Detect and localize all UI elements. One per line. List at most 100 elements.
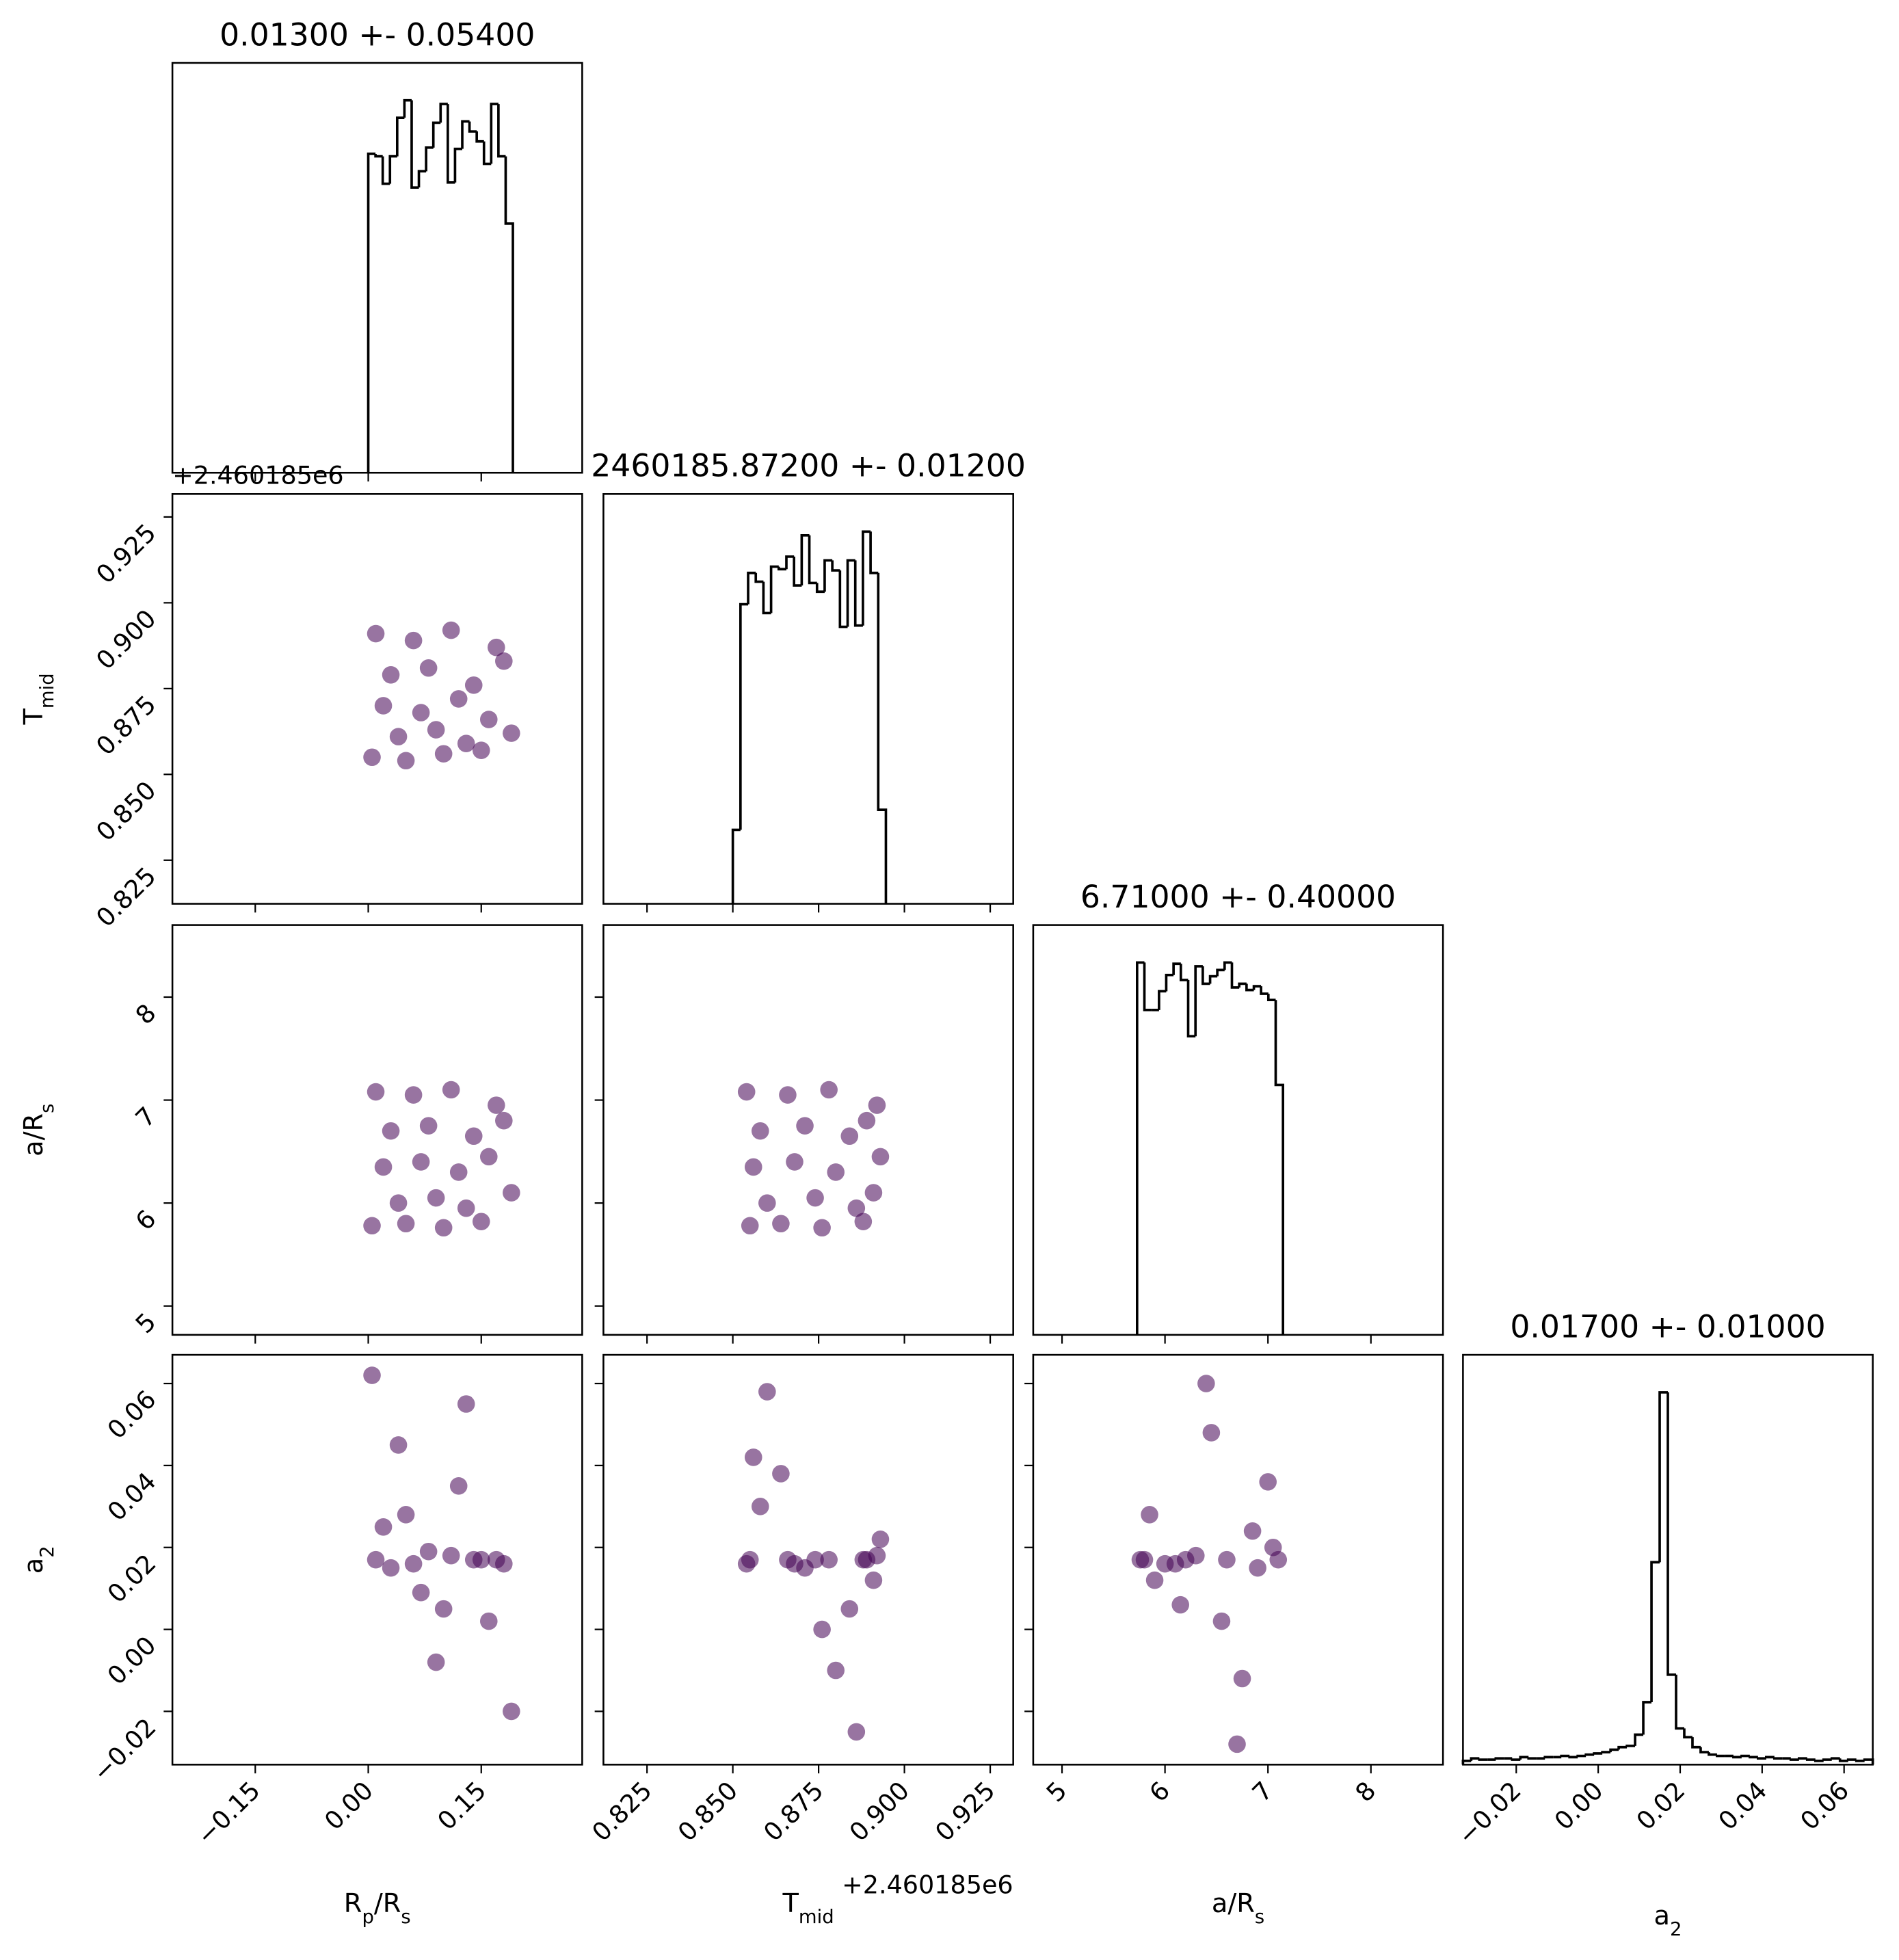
histogram-step: [731, 828, 741, 904]
scatter-point: [796, 1117, 814, 1135]
scatter-point: [363, 748, 381, 767]
y-tick-label: 6: [130, 1204, 162, 1236]
scatter-point: [854, 1550, 873, 1569]
histogram-step: [754, 572, 764, 583]
axis-label-part: s: [1255, 1906, 1264, 1927]
histogram-step: [1675, 1674, 1684, 1730]
scatter-point: [367, 1083, 385, 1101]
histogram-step: [1511, 1758, 1521, 1761]
histogram-step: [367, 153, 376, 473]
histogram-step: [739, 602, 749, 830]
y-tick-label: 0.825: [90, 861, 161, 932]
y-tick-label: 7: [130, 1101, 162, 1133]
scatter-point: [389, 1436, 408, 1454]
panel-frame: [1032, 1353, 1444, 1766]
scatter-point: [751, 1122, 769, 1140]
histogram-step: [1172, 962, 1181, 975]
histogram-step: [381, 156, 390, 185]
scatter-point: [457, 1199, 475, 1217]
scatter-point: [1264, 1538, 1282, 1557]
scatter-point: [397, 752, 415, 770]
scatter-point: [744, 1448, 762, 1466]
scatter-point: [854, 1213, 873, 1231]
histogram-step: [853, 560, 863, 627]
x-tick-label: 0.00: [319, 1775, 379, 1836]
histogram-step: [497, 104, 506, 158]
scatter-point: [1145, 1571, 1164, 1589]
x-tick-label: 0.825: [586, 1775, 657, 1846]
histogram-step: [1765, 1756, 1775, 1759]
x-tick-label: −0.15: [191, 1775, 266, 1851]
scatter-point: [827, 1163, 845, 1181]
histogram-step: [1201, 966, 1210, 985]
scatter-point: [419, 1117, 438, 1135]
axis-label-part: T: [782, 1888, 799, 1919]
axis-label-part: a/R: [18, 1113, 49, 1156]
scatter-point: [806, 1550, 824, 1569]
scatter-point: [1259, 1473, 1277, 1491]
scatter-point: [847, 1199, 866, 1217]
scatter-point: [457, 1395, 475, 1413]
scatter-point: [786, 1153, 804, 1171]
histogram-step: [785, 555, 795, 570]
histogram-step: [1223, 961, 1232, 970]
histogram-step: [1165, 973, 1174, 992]
histogram-step: [762, 581, 771, 615]
scatter-point: [412, 1153, 430, 1171]
histogram-step: [1732, 1756, 1742, 1759]
scatter-point: [1135, 1550, 1154, 1569]
scatter-point: [820, 1550, 838, 1569]
panel-frame: [1462, 1353, 1874, 1766]
histogram-step: [877, 572, 888, 904]
scatter-point: [1212, 1612, 1231, 1630]
scatter-point: [858, 1111, 876, 1130]
panel-title: 6.71000 +- 0.40000: [1080, 879, 1396, 915]
scatter-point: [389, 728, 408, 745]
y-tick-label: 0.06: [102, 1385, 162, 1445]
histogram-step: [1136, 961, 1145, 1335]
histogram-step: [1208, 975, 1218, 984]
scatter-point: [389, 1194, 408, 1212]
scatter-point: [1202, 1424, 1221, 1442]
scatter-point: [419, 659, 438, 677]
scatter-point: [412, 1583, 430, 1602]
panel-frame: [602, 1353, 1014, 1766]
histogram-step: [838, 570, 848, 628]
panel-frame: [171, 1353, 583, 1766]
scatter-point: [786, 1554, 804, 1573]
scatter-point: [758, 1194, 776, 1212]
panel-frame: [171, 493, 583, 905]
scatter-point: [442, 1546, 460, 1565]
axis-label-part: a/R: [1212, 1888, 1255, 1919]
scatter-point: [404, 1554, 423, 1573]
scatter-point: [479, 1612, 498, 1630]
x-axis-label: a2: [1654, 1901, 1682, 1940]
histogram-step: [490, 103, 499, 164]
x-tick-label: 8: [1349, 1775, 1381, 1807]
scatter-point: [382, 1559, 400, 1577]
histogram-step: [1634, 1733, 1644, 1746]
scatter-point: [847, 1723, 866, 1741]
histogram-step: [747, 571, 756, 605]
scatter-point: [367, 1550, 385, 1569]
scatter-point: [419, 1542, 438, 1561]
scatter-point: [412, 704, 430, 721]
scatter-point: [488, 638, 505, 657]
y-axis-label: a/Rs: [18, 1104, 58, 1156]
histogram-step: [482, 141, 492, 165]
histogram-step: [1576, 1754, 1586, 1758]
scatter-point: [772, 1215, 790, 1233]
scatter-point: [871, 1148, 890, 1166]
histogram-step: [1568, 1756, 1578, 1759]
histogram-step: [1186, 980, 1196, 1038]
scatter-point: [449, 1163, 468, 1181]
axis-label-part: 2: [37, 1546, 58, 1557]
histogram-step: [1642, 1701, 1652, 1735]
histogram-step: [1593, 1752, 1603, 1755]
scatter-point: [1197, 1375, 1215, 1392]
histogram-step: [1143, 962, 1152, 1011]
scatter-point: [820, 1081, 838, 1099]
scatter-point: [397, 1506, 415, 1524]
scatter-point: [382, 1122, 400, 1140]
